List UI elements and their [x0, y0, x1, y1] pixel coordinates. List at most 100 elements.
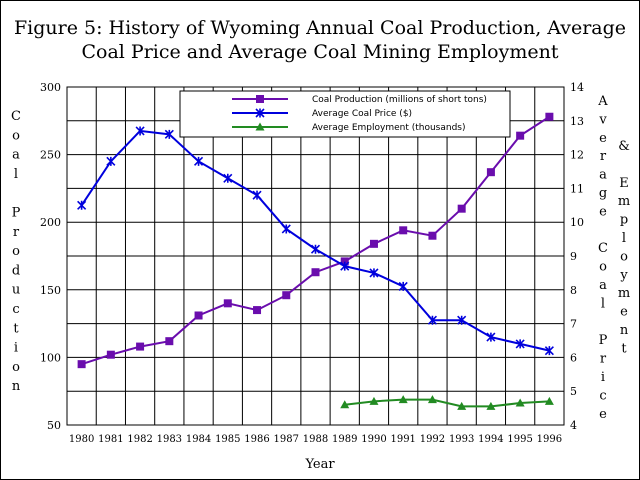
data-point: [310, 244, 321, 254]
data-point: [544, 396, 554, 405]
right-tick-label: 4: [570, 419, 577, 432]
data-point: [515, 339, 525, 349]
data-point: [136, 342, 145, 351]
legend-label: Average Employment (thousands): [312, 123, 466, 133]
axis-label-letter: &: [618, 139, 630, 154]
data-point: [398, 281, 408, 291]
data-point: [223, 299, 232, 308]
data-point: [282, 291, 291, 300]
left-tick-label: 100: [40, 351, 61, 364]
data-point: [281, 224, 291, 234]
chart-title-line-1: Figure 5: History of Wyoming Annual Coal…: [14, 17, 626, 39]
data-point: [106, 350, 115, 359]
axis-label-letter: r: [13, 225, 20, 240]
right-tick-label: 7: [570, 318, 577, 331]
x-tick-label: 1984: [186, 434, 211, 445]
data-point: [398, 395, 408, 404]
x-tick-label: 1996: [537, 434, 562, 445]
data-point: [427, 315, 438, 325]
axis-label-letter: m: [618, 194, 630, 209]
right-tick-label: 10: [570, 216, 584, 229]
series-line: [344, 398, 550, 408]
x-tick-label: 1983: [157, 434, 182, 445]
series-layer: [77, 112, 554, 410]
data-point: [255, 122, 265, 131]
axis-label-letter: a: [599, 168, 607, 183]
axis-label-letter: m: [618, 286, 630, 301]
x-tick-label: 1995: [507, 434, 532, 445]
axis-label-letter: l: [601, 296, 605, 311]
data-point: [457, 315, 467, 325]
right-tick-label: 8: [570, 284, 577, 297]
right-tick-label: 11: [570, 182, 584, 195]
data-point: [486, 401, 496, 410]
x-axis-ticks: 1980 1981 1982 1983 1984 1985 1986 1987 1988 1989…: [69, 434, 562, 445]
axis-label-letter: o: [12, 244, 20, 259]
data-point: [340, 261, 350, 271]
data-point: [340, 257, 349, 266]
data-point: [253, 306, 262, 315]
data-point: [252, 190, 262, 200]
axis-label-letter: v: [598, 112, 607, 127]
x-tick-label: 1994: [478, 434, 503, 445]
chart-title-line-2: Coal Price and Average Coal Mining Emplo…: [82, 41, 559, 63]
data-point: [340, 400, 350, 409]
x-axis-label: Year: [304, 457, 335, 472]
axis-label-letter: y: [619, 268, 628, 283]
axis-label-letter: i: [601, 370, 605, 385]
data-point: [135, 126, 145, 136]
axis-label-letter: e: [599, 131, 607, 146]
data-point: [369, 396, 379, 405]
axis-label-letter: o: [599, 260, 607, 275]
axis-label-letter: e: [599, 407, 607, 422]
legend-label: Coal Production (millions of short tons): [312, 95, 487, 105]
right-tick-label: 6: [570, 351, 577, 364]
series-line: [80, 129, 550, 352]
axis-label-letter: c: [599, 388, 606, 403]
x-tick-label: 1991: [390, 434, 415, 445]
axis-label-letter: P: [599, 333, 608, 348]
right-axis-ticks: 4 5 6 7 8 9 10 11 12 13 14: [570, 81, 584, 432]
data-point: [486, 332, 496, 342]
right-tick-label: 9: [570, 250, 577, 263]
axis-label-letter: o: [620, 249, 628, 264]
axis-label-letter: C: [11, 109, 21, 124]
data-point: [193, 156, 204, 166]
axis-label-letter: r: [600, 149, 607, 164]
axis-label-letter: a: [12, 148, 20, 163]
left-tick-label: 150: [40, 284, 61, 297]
axis-label-letter: E: [619, 176, 629, 191]
axis-label-letter: n: [620, 323, 629, 338]
axis-label-letter: a: [599, 278, 607, 293]
series-2: [77, 126, 554, 356]
x-tick-label: 1988: [303, 434, 328, 445]
axis-label-letter: e: [620, 305, 628, 320]
data-point: [106, 156, 116, 166]
axis-label-letter: C: [598, 241, 608, 256]
legend-label: Average Coal Price ($): [312, 109, 412, 119]
x-tick-label: 1990: [361, 434, 386, 445]
series-3: [340, 395, 554, 410]
x-tick-label: 1986: [244, 434, 269, 445]
data-point: [223, 173, 233, 183]
left-tick-label: 300: [40, 81, 61, 94]
data-point: [311, 268, 320, 277]
axis-label-letter: p: [620, 213, 628, 228]
data-point: [457, 204, 466, 213]
axis-label-letter: r: [600, 352, 607, 367]
series-line: [81, 115, 550, 366]
plot-area: [66, 86, 565, 426]
axis-label-letter: u: [12, 283, 20, 298]
axis-label-letter: l: [622, 231, 626, 246]
legend: Coal Production (millions of short tons)…: [179, 90, 511, 138]
right-tick-label: 12: [570, 149, 584, 162]
axis-label-letter: c: [12, 302, 19, 317]
axis-label-letter: n: [12, 379, 21, 394]
left-tick-label: 200: [40, 216, 61, 229]
data-point: [164, 129, 174, 139]
axis-label-letter: o: [12, 360, 20, 375]
data-point: [486, 168, 495, 177]
